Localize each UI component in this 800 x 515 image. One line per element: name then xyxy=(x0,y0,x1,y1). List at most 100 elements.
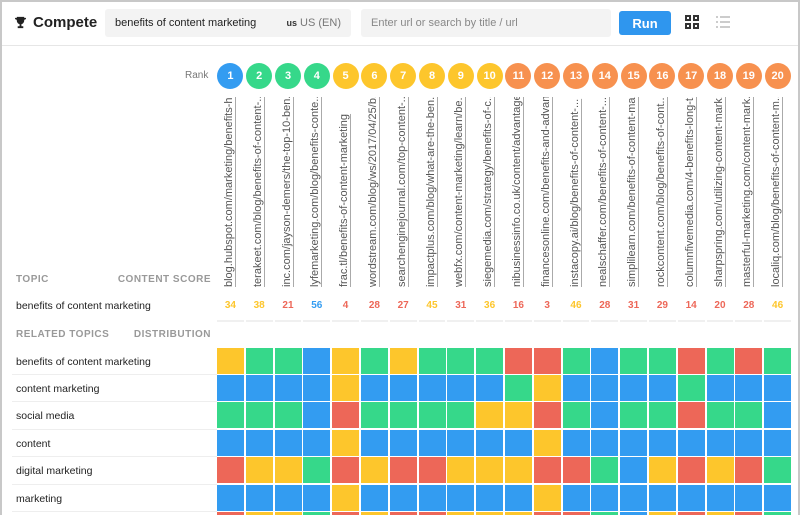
distribution-cell[interactable] xyxy=(361,374,388,401)
distribution-cell[interactable] xyxy=(649,429,676,456)
distribution-cell[interactable] xyxy=(418,429,446,456)
distribution-cell[interactable] xyxy=(649,402,676,429)
distribution-cell[interactable] xyxy=(274,484,302,511)
distribution-cell[interactable] xyxy=(389,457,417,484)
result-url-link[interactable]: rockcontent.com/blog/benefits-of-cont... xyxy=(655,97,667,287)
distribution-cell[interactable] xyxy=(274,429,302,456)
distribution-cell[interactable] xyxy=(764,374,792,401)
distribution-cell[interactable] xyxy=(361,457,388,484)
result-url-link[interactable]: sharpspring.com/utilizing-content-mark..… xyxy=(712,97,725,287)
distribution-cell[interactable] xyxy=(533,374,561,401)
distribution-cell[interactable] xyxy=(677,347,705,374)
distribution-cell[interactable] xyxy=(533,402,561,429)
distribution-cell[interactable] xyxy=(620,484,648,511)
distribution-cell[interactable] xyxy=(620,457,648,484)
result-url-link[interactable]: masterful-marketing.com/content-mark... xyxy=(741,97,754,287)
distribution-cell[interactable] xyxy=(245,402,273,429)
result-url-link[interactable]: lyfemarketing.com/blog/benefits-conte... xyxy=(309,97,322,287)
result-url-link[interactable]: terakeet.com/blog/benefits-of-content-..… xyxy=(251,97,264,287)
distribution-cell[interactable] xyxy=(476,429,504,456)
url-search-input[interactable] xyxy=(361,9,611,37)
distribution-cell[interactable] xyxy=(706,429,734,456)
distribution-cell[interactable] xyxy=(274,374,302,401)
result-url-link[interactable]: nibusinessinfo.co.uk/content/advantage..… xyxy=(511,97,523,287)
distribution-cell[interactable] xyxy=(591,402,619,429)
distribution-cell[interactable] xyxy=(562,429,590,456)
distribution-cell[interactable] xyxy=(389,484,417,511)
distribution-cell[interactable] xyxy=(332,457,360,484)
distribution-cell[interactable] xyxy=(332,374,360,401)
distribution-cell[interactable] xyxy=(245,374,273,401)
distribution-cell[interactable] xyxy=(505,484,532,511)
distribution-cell[interactable] xyxy=(562,484,590,511)
distribution-cell[interactable] xyxy=(764,402,792,429)
distribution-cell[interactable] xyxy=(418,347,446,374)
distribution-cell[interactable] xyxy=(332,347,360,374)
distribution-cell[interactable] xyxy=(591,484,619,511)
distribution-cell[interactable] xyxy=(677,457,705,484)
distribution-cell[interactable] xyxy=(217,457,244,484)
distribution-cell[interactable] xyxy=(533,457,561,484)
distribution-cell[interactable] xyxy=(735,429,763,456)
distribution-cell[interactable] xyxy=(620,347,648,374)
distribution-cell[interactable] xyxy=(591,429,619,456)
keyword-field[interactable]: benefits of content marketing us US (EN) xyxy=(105,9,351,37)
distribution-cell[interactable] xyxy=(677,429,705,456)
distribution-cell[interactable] xyxy=(677,402,705,429)
distribution-cell[interactable] xyxy=(562,347,590,374)
distribution-cell[interactable] xyxy=(562,457,590,484)
distribution-cell[interactable] xyxy=(303,402,331,429)
distribution-cell[interactable] xyxy=(706,402,734,429)
distribution-cell[interactable] xyxy=(418,457,446,484)
distribution-cell[interactable] xyxy=(649,374,676,401)
distribution-cell[interactable] xyxy=(476,484,504,511)
distribution-cell[interactable] xyxy=(245,347,273,374)
distribution-cell[interactable] xyxy=(245,429,273,456)
distribution-cell[interactable] xyxy=(361,347,388,374)
distribution-cell[interactable] xyxy=(591,457,619,484)
distribution-cell[interactable] xyxy=(274,402,302,429)
distribution-cell[interactable] xyxy=(562,402,590,429)
distribution-cell[interactable] xyxy=(735,374,763,401)
distribution-cell[interactable] xyxy=(764,347,792,374)
locale-selector[interactable]: us US (EN) xyxy=(287,17,341,29)
distribution-cell[interactable] xyxy=(245,484,273,511)
distribution-cell[interactable] xyxy=(447,484,475,511)
distribution-cell[interactable] xyxy=(332,402,360,429)
distribution-cell[interactable] xyxy=(217,429,244,456)
distribution-cell[interactable] xyxy=(361,429,388,456)
distribution-cell[interactable] xyxy=(706,347,734,374)
distribution-cell[interactable] xyxy=(389,429,417,456)
distribution-cell[interactable] xyxy=(706,457,734,484)
distribution-cell[interactable] xyxy=(303,347,331,374)
distribution-cell[interactable] xyxy=(649,457,676,484)
distribution-cell[interactable] xyxy=(389,347,417,374)
distribution-cell[interactable] xyxy=(418,374,446,401)
distribution-cell[interactable] xyxy=(677,374,705,401)
distribution-cell[interactable] xyxy=(505,374,532,401)
result-url-link[interactable]: columnfivemedia.com/4-benefits-long-t... xyxy=(683,97,696,287)
distribution-cell[interactable] xyxy=(361,484,388,511)
distribution-cell[interactable] xyxy=(620,402,648,429)
run-button[interactable]: Run xyxy=(619,11,671,35)
distribution-cell[interactable] xyxy=(649,484,676,511)
distribution-cell[interactable] xyxy=(505,457,532,484)
distribution-cell[interactable] xyxy=(447,457,475,484)
distribution-cell[interactable] xyxy=(274,457,302,484)
distribution-cell[interactable] xyxy=(332,484,360,511)
distribution-cell[interactable] xyxy=(447,429,475,456)
distribution-cell[interactable] xyxy=(332,429,360,456)
distribution-cell[interactable] xyxy=(706,374,734,401)
distribution-cell[interactable] xyxy=(303,374,331,401)
distribution-cell[interactable] xyxy=(476,347,504,374)
result-url-link[interactable]: nealschaffer.com/benefits-of-content-... xyxy=(597,97,610,287)
distribution-cell[interactable] xyxy=(735,402,763,429)
result-url-link[interactable]: frac.tl/benefits-of-content-marketing xyxy=(338,113,351,287)
result-url-link[interactable]: siegemedia.com/strategy/benefits-of-c... xyxy=(482,97,495,287)
distribution-cell[interactable] xyxy=(533,347,561,374)
distribution-cell[interactable] xyxy=(418,402,446,429)
distribution-cell[interactable] xyxy=(591,374,619,401)
distribution-cell[interactable] xyxy=(764,457,792,484)
distribution-cell[interactable] xyxy=(245,457,273,484)
distribution-cell[interactable] xyxy=(620,374,648,401)
